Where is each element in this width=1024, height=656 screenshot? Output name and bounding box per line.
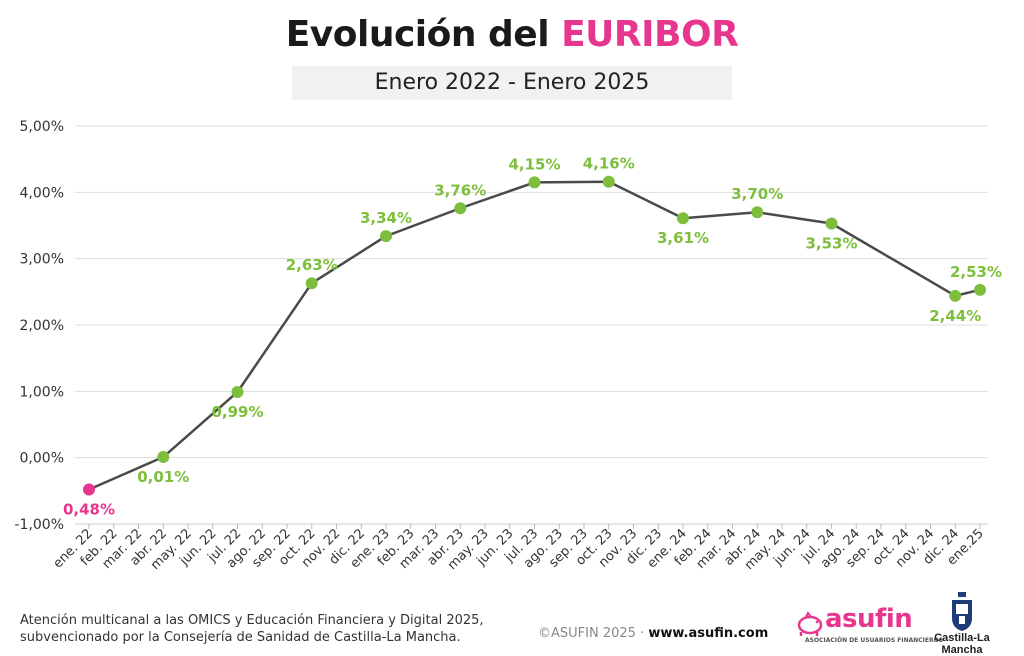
piggy-bank-icon — [797, 611, 823, 636]
data-point — [677, 212, 689, 225]
chart-subtitle: Enero 2022 - Enero 2025 — [292, 66, 732, 100]
data-label: 3,53% — [805, 235, 857, 253]
asufin-logo: asufin ASOCIACIÓN DE USUARIOS FINANCIERO… — [795, 604, 943, 644]
data-label: 0,99% — [211, 403, 263, 421]
data-label: 3,70% — [731, 185, 783, 203]
data-label: 3,34% — [360, 209, 412, 227]
y-tick-label: 3,00% — [20, 252, 64, 268]
castilla-la-mancha-logo: Castilla-La Mancha — [914, 590, 1010, 656]
data-point — [454, 202, 467, 215]
y-tick-label: 0,00% — [20, 451, 64, 467]
data-label: 3,61% — [657, 229, 709, 247]
title-prefix: Evolución del — [285, 14, 550, 55]
asufin-tagline: ASOCIACIÓN DE USUARIOS FINANCIEROS — [805, 637, 944, 644]
data-label: 0,01% — [137, 468, 189, 486]
series-line-group — [88, 180, 981, 491]
data-label: 2,63% — [286, 256, 338, 274]
y-tick-label: 4,00% — [20, 185, 64, 201]
footer-note: Atención multicanal a las OMICS y Educac… — [20, 612, 484, 646]
castilla-la-mancha-name: Castilla-La Mancha — [934, 632, 990, 656]
data-point — [528, 176, 541, 189]
data-point — [825, 217, 838, 230]
data-point — [380, 230, 392, 243]
data-point — [751, 206, 764, 219]
data-point — [231, 385, 244, 398]
data-point — [305, 277, 318, 290]
copyright: ©ASUFIN 2025 · www.asufin.com — [538, 626, 768, 641]
data-point — [157, 451, 170, 464]
title-accent: EURIBOR — [561, 14, 739, 55]
grid-lines — [75, 125, 988, 459]
coat-of-arms-icon — [952, 592, 972, 631]
footer-note-line-2: subvencionado por la Consejería de Sanid… — [20, 630, 461, 645]
data-labels: 0,48% 0,01% 0,99% 2,63% 3,34% 3,76% 4,15% 4,16%… — [63, 155, 1002, 519]
data-label: 2,53% — [950, 263, 1002, 281]
data-point — [974, 283, 986, 296]
chart-title: Evolución del EURIBOR — [0, 14, 1024, 55]
data-points — [83, 175, 986, 496]
line-chart: -1,00% 0,00% 1,00% 2,00% 3,00% 4,00% 5,00% ene… — [14, 119, 1002, 573]
data-point — [602, 175, 615, 188]
y-tick-label: -1,00% — [14, 517, 64, 533]
y-axis-ticks: -1,00% 0,00% 1,00% 2,00% 3,00% 4,00% 5,00% — [14, 119, 64, 533]
data-label: 4,16% — [583, 155, 635, 173]
copyright-text: ©ASUFIN 2025 · — [538, 626, 645, 641]
footer-note-line-1: Atención multicanal a las OMICS y Educac… — [20, 613, 484, 628]
website-link[interactable]: www.asufin.com — [648, 626, 769, 641]
y-tick-label: 2,00% — [20, 318, 64, 334]
series-line — [88, 180, 981, 491]
data-label: 4,15% — [508, 155, 560, 173]
data-label: 2,44% — [929, 307, 981, 325]
data-point — [949, 289, 962, 302]
data-label: 0,48% — [63, 501, 115, 519]
data-label: 3,76% — [434, 181, 486, 199]
y-tick-label: 5,00% — [20, 119, 64, 135]
data-point — [83, 483, 95, 496]
y-tick-label: 1,00% — [20, 384, 64, 400]
asufin-name: asufin — [825, 604, 913, 634]
